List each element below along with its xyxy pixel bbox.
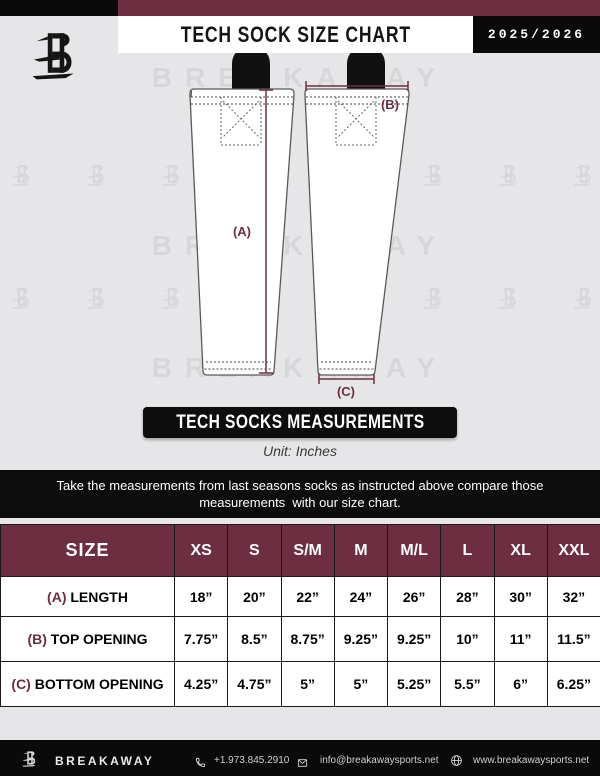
svg-text:(A): (A) (233, 224, 251, 239)
svg-text:(B): (B) (381, 97, 399, 112)
svg-text:(C): (C) (337, 384, 355, 399)
